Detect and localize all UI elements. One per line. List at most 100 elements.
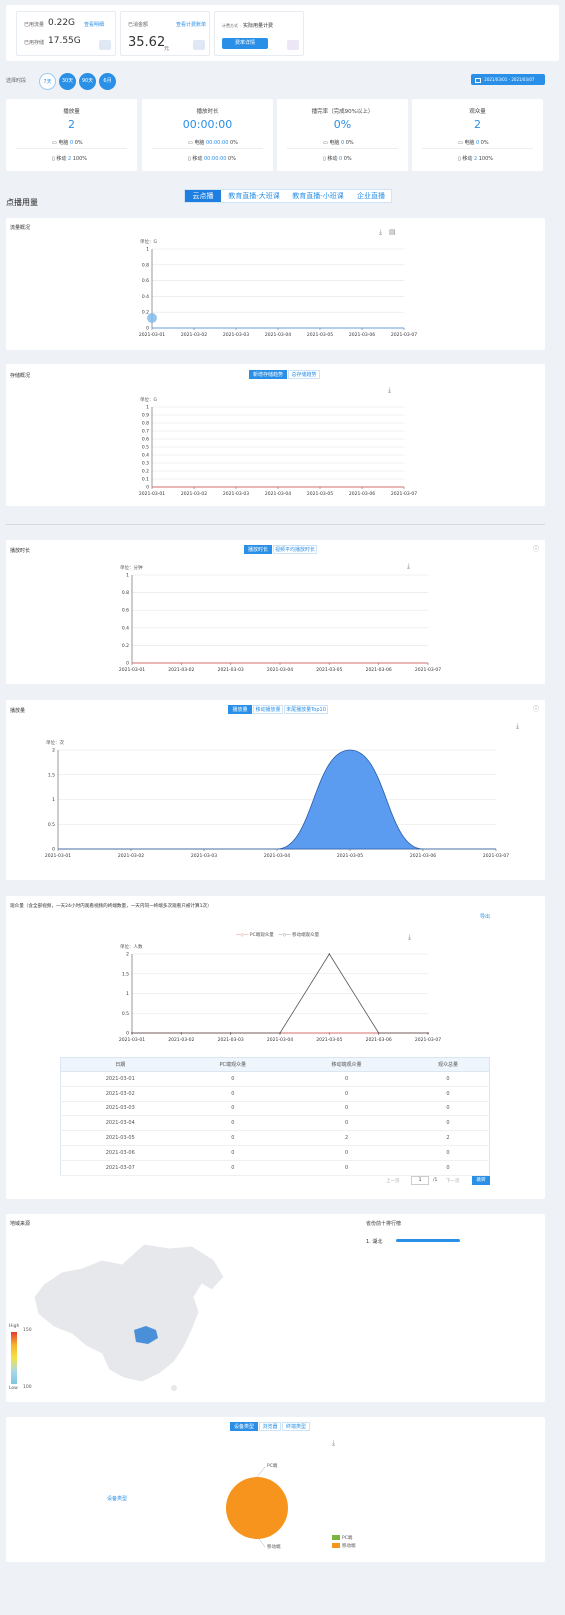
- table-column-header: 移动端观众量: [286, 1057, 407, 1072]
- x-tick-label: 2021-03-07: [415, 667, 441, 673]
- map-hubei-region: [134, 1326, 158, 1344]
- traffic-storage-card: 已用流量 0.22G 查看明细 已用存储 17.55G: [16, 11, 116, 56]
- table-cell: 0: [179, 1101, 287, 1117]
- stat-mobile-value: 0: [338, 156, 343, 162]
- x-tick-label: 2021-03-03: [191, 853, 217, 859]
- period-label: 选择时段: [6, 78, 27, 84]
- table-cell: 0: [286, 1086, 407, 1102]
- tab-edu-small[interactable]: 教育直播-小班课: [292, 192, 344, 200]
- x-tick-label: 2021-03-04: [265, 332, 291, 338]
- table-cell: 0: [406, 1115, 490, 1132]
- pager-total: /1: [433, 1178, 438, 1183]
- duration-chart: 单位：分钟 0 0.2 0.4 0.6 0.8 1 2021-03-01 2021-03-02 2…: [119, 564, 441, 673]
- table-column-header: 日期: [60, 1057, 180, 1072]
- help-icon[interactable]: ⓘ: [533, 546, 540, 553]
- download-icon[interactable]: ⤓: [516, 722, 520, 730]
- stat-mobile-row: ▯ 移动 2 100%: [52, 155, 87, 162]
- legend-item-mobile[interactable]: 移动端: [332, 1543, 356, 1551]
- toggle-terminal-type[interactable]: 终端类型: [282, 1422, 310, 1431]
- x-tick-label: 2021-03-05: [316, 1037, 342, 1043]
- pager-go-button[interactable]: 跳转: [472, 1176, 490, 1185]
- tab-vod[interactable]: 云点播: [185, 190, 221, 202]
- toggle-top10[interactable]: 末尾播放量Top10: [284, 705, 328, 714]
- pager-prev[interactable]: 上一页: [386, 1179, 400, 1184]
- tab-edu-large[interactable]: 教育直播-大班课: [228, 192, 280, 200]
- y-tick-label: 0.4: [142, 453, 149, 459]
- download-icon[interactable]: ⤓: [388, 386, 392, 394]
- monitor-icon: ▭: [188, 140, 193, 146]
- stat-mobile-pct: 100%: [72, 156, 88, 162]
- y-tick-label: 0.2: [142, 469, 149, 475]
- storage-panel-title: 存储概况: [10, 373, 31, 379]
- period-7d[interactable]: 7天: [39, 73, 56, 90]
- pager-page-input[interactable]: 1: [411, 1176, 429, 1185]
- rate-detail-button[interactable]: 费率详情: [222, 38, 268, 49]
- period-90d[interactable]: 90天: [79, 73, 96, 90]
- toggle-device-type[interactable]: 设备类型: [230, 1422, 258, 1431]
- phone-icon: ▯: [458, 156, 461, 162]
- toggle-total-storage[interactable]: 总存储趋势: [288, 370, 320, 379]
- device-panel: 设备类型 浏览器 终端类型 ⤓ 设备类型 PC端 移动端 PC端 移动端: [6, 1417, 545, 1562]
- y-tick-label: 1.5: [122, 971, 129, 977]
- toggle-browser[interactable]: 浏览器: [259, 1422, 281, 1431]
- stat-mobile-label: 移动: [56, 156, 67, 162]
- data-point: [427, 1032, 429, 1034]
- download-icon[interactable]: ⤓: [379, 228, 383, 236]
- stat-value: 00:00:00: [182, 118, 233, 131]
- traffic-detail-link[interactable]: 查看明细: [84, 22, 105, 28]
- legend-mobile-icon: —◇—: [278, 933, 291, 938]
- toggle-new-storage[interactable]: 新增存储趋势: [249, 370, 287, 379]
- y-tick-label: 1: [126, 573, 129, 579]
- toggle-mobile-plays[interactable]: 移动播放量: [253, 705, 283, 714]
- toggle-plays[interactable]: 播放量: [228, 705, 252, 714]
- stat-card: 观众量 2 ▭ 电脑 0 0% ▯ 移动 2 100%: [412, 99, 543, 171]
- chart-unit-label: 单位：G: [140, 238, 157, 245]
- x-tick-label: 2021-03-07: [391, 491, 417, 497]
- download-icon[interactable]: ⤓: [332, 1439, 336, 1447]
- tab-enterprise-live[interactable]: 企业直播: [357, 192, 385, 200]
- stat-mobile-label: 移动: [327, 156, 338, 162]
- export-link[interactable]: 导出: [480, 914, 491, 920]
- amount-card: 已消金额 查看计费账单 35.62 元: [120, 11, 210, 56]
- product-tabs: 云点播 教育直播-大班课 教育直播-小班课 企业直播: [184, 189, 392, 203]
- amount-label: 已消金额: [128, 22, 149, 28]
- table-cell: 0: [179, 1071, 287, 1087]
- period-30d[interactable]: 30天: [59, 73, 76, 90]
- toggle-avg-duration[interactable]: 视频平均播放时长: [273, 545, 317, 554]
- legend-mobile[interactable]: 移动端观众量: [292, 933, 320, 938]
- billing-detail-link[interactable]: 查看计费账单: [176, 22, 207, 28]
- stat-card: 播完率（完成90%以上） 0% ▭ 电脑 0 0% ▯ 移动 0 0%: [277, 99, 408, 171]
- y-tick-label: 0.7: [142, 429, 149, 435]
- data-view-icon[interactable]: ▤: [389, 228, 396, 236]
- x-tick-label: 2021-03-06: [366, 1037, 392, 1043]
- x-tick-label: 2021-03-01: [119, 1037, 145, 1043]
- plays-chart: 单位：次 0 0.5 1 1.5 2 2021-03-01 2021-03-02 2021-03…: [45, 739, 509, 859]
- stat-pc-pct: 0%: [480, 140, 489, 146]
- y-tick-label: 2: [126, 952, 129, 958]
- chart-unit-label: 单位：人数: [120, 943, 143, 950]
- legend-item-pc[interactable]: PC端: [332, 1535, 356, 1543]
- stat-mobile-value: 2: [67, 156, 72, 162]
- stat-pc-row: ▭ 电脑 0 0%: [52, 139, 83, 146]
- stat-pc-label: 电脑: [329, 140, 340, 146]
- period-6m[interactable]: 6月: [99, 73, 116, 90]
- help-icon[interactable]: ⓘ: [533, 706, 540, 713]
- stat-mobile-value: 00:00:00: [203, 156, 227, 162]
- legend-pc[interactable]: PC端观众量: [249, 933, 274, 938]
- pager-next[interactable]: 下一页: [446, 1179, 460, 1184]
- traffic-label: 已用流量: [24, 22, 45, 28]
- download-icon[interactable]: ⤓: [408, 933, 412, 941]
- table-row: 2021-03-04 0 0 0: [60, 1115, 490, 1132]
- x-tick-label: 2021-03-01: [119, 667, 145, 673]
- date-range-picker[interactable]: 2021/03/01 - 2021/03/07: [471, 74, 545, 85]
- toggle-duration[interactable]: 播放时长: [244, 545, 272, 554]
- table-cell: 0: [286, 1071, 407, 1087]
- y-tick-label: 0.8: [122, 590, 129, 596]
- amount-value: 35.62: [128, 35, 166, 50]
- rank-item-label: 1. 湖北: [366, 1239, 383, 1245]
- stat-card: 播放量 2 ▭ 电脑 0 0% ▯ 移动 2 100%: [6, 99, 137, 171]
- data-point: [279, 1032, 281, 1034]
- download-icon[interactable]: ⤓: [407, 562, 411, 570]
- table-cell: 2021-03-07: [60, 1160, 180, 1176]
- rank-title: 省份前十排行榜: [366, 1221, 402, 1227]
